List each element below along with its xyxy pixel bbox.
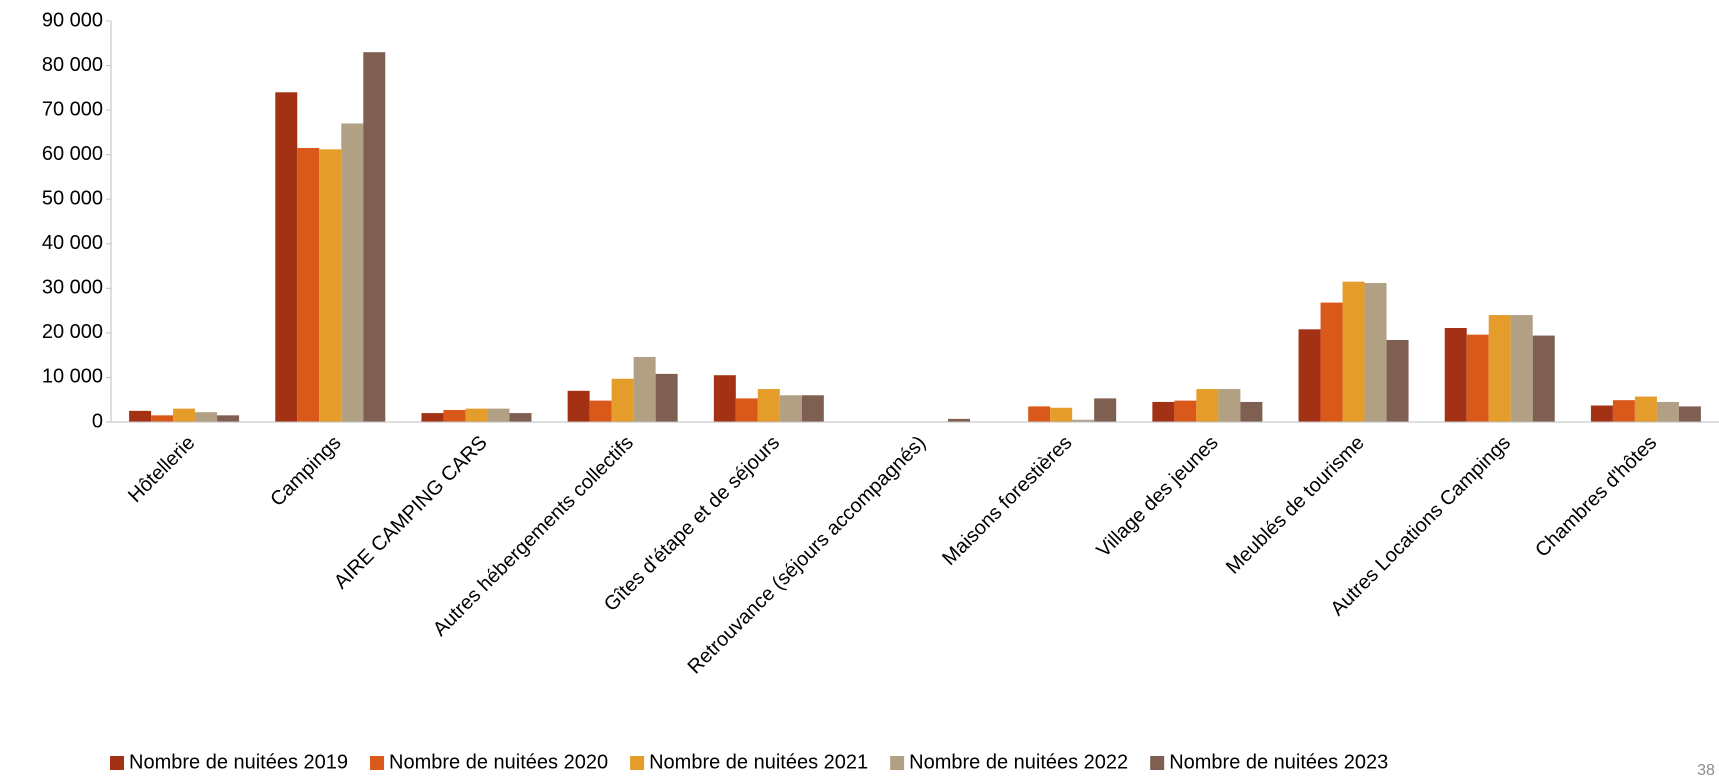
bar bbox=[757, 389, 780, 422]
bar bbox=[421, 413, 444, 422]
x-tick-label: Meublés de tourisme bbox=[1222, 432, 1369, 579]
bar bbox=[735, 398, 758, 422]
x-tick-label: Village des jeunes bbox=[1093, 432, 1223, 562]
bar bbox=[1072, 419, 1095, 422]
y-tick-label: 10 000 bbox=[42, 366, 103, 388]
bar bbox=[443, 409, 466, 422]
bar bbox=[1466, 334, 1489, 422]
bar bbox=[509, 413, 532, 422]
bar bbox=[633, 356, 656, 422]
legend-label: Nombre de nuitées 2019 bbox=[129, 751, 348, 773]
bar bbox=[1028, 406, 1051, 422]
bar bbox=[1386, 340, 1409, 422]
bar bbox=[487, 408, 510, 422]
bar bbox=[611, 378, 634, 422]
bar bbox=[275, 92, 298, 423]
bar bbox=[129, 410, 152, 422]
bar bbox=[1364, 282, 1387, 422]
bar bbox=[1342, 281, 1365, 422]
bar bbox=[195, 412, 218, 422]
bar bbox=[801, 395, 824, 422]
bar bbox=[1488, 315, 1511, 422]
x-tick-label: Chambres d'hôtes bbox=[1531, 432, 1661, 562]
legend-label: Nombre de nuitées 2023 bbox=[1169, 751, 1388, 773]
legend-swatch bbox=[370, 756, 385, 770]
page-number: 38 bbox=[1697, 762, 1715, 776]
bar bbox=[1634, 396, 1657, 422]
bar bbox=[297, 147, 320, 422]
y-tick-label: 0 bbox=[92, 410, 103, 432]
y-tick-label: 20 000 bbox=[42, 321, 103, 343]
y-tick-label: 30 000 bbox=[42, 277, 103, 299]
bar bbox=[655, 373, 678, 422]
bar bbox=[1678, 406, 1701, 422]
y-tick-label: 90 000 bbox=[42, 9, 103, 31]
bar bbox=[465, 408, 488, 422]
x-tick-label: Retrouvance (séjours accompagnés) bbox=[684, 432, 931, 679]
bar bbox=[1444, 327, 1467, 422]
x-tick-label: AIRE CAMPING CARS bbox=[330, 432, 492, 594]
bar bbox=[567, 390, 590, 422]
bar bbox=[589, 400, 612, 422]
x-tick-label: Hôtellerie bbox=[124, 432, 199, 507]
bar bbox=[1590, 405, 1613, 422]
bar bbox=[217, 415, 240, 422]
y-tick-label: 70 000 bbox=[42, 98, 103, 120]
bar bbox=[1656, 401, 1679, 422]
bar bbox=[1612, 400, 1635, 422]
bar bbox=[1218, 389, 1241, 422]
legend-label: Nombre de nuitées 2022 bbox=[909, 751, 1128, 773]
legend-label: Nombre de nuitées 2021 bbox=[649, 751, 868, 773]
bar bbox=[173, 408, 196, 422]
legend-swatch bbox=[890, 756, 905, 770]
y-tick-label: 60 000 bbox=[42, 143, 103, 165]
legend-swatch bbox=[1150, 756, 1165, 770]
bar bbox=[1532, 335, 1555, 422]
bar bbox=[1240, 401, 1263, 422]
bar bbox=[151, 415, 174, 422]
x-tick-label: Gîtes d'étape et de séjours bbox=[600, 432, 784, 616]
legend-swatch bbox=[110, 756, 124, 770]
legend-label: Nombre de nuitées 2020 bbox=[389, 751, 608, 773]
x-tick-label: Campings bbox=[266, 432, 345, 511]
legend-swatch bbox=[630, 756, 645, 770]
bar bbox=[363, 52, 386, 422]
bar bbox=[1174, 400, 1197, 422]
y-tick-label: 50 000 bbox=[42, 188, 103, 210]
bar bbox=[1196, 389, 1219, 422]
bar bbox=[319, 149, 342, 422]
bar bbox=[1094, 398, 1117, 422]
bar bbox=[341, 123, 364, 422]
bar bbox=[1050, 407, 1073, 422]
x-tick-label: Maisons forestières bbox=[938, 432, 1076, 570]
bar bbox=[948, 418, 970, 422]
bar bbox=[1320, 302, 1343, 422]
y-tick-label: 40 000 bbox=[42, 232, 103, 254]
bar bbox=[779, 395, 802, 422]
y-tick-label: 80 000 bbox=[42, 54, 103, 76]
bar bbox=[1152, 401, 1175, 422]
bar bbox=[713, 375, 736, 422]
bar bbox=[1298, 329, 1321, 422]
bar bbox=[1510, 315, 1533, 422]
